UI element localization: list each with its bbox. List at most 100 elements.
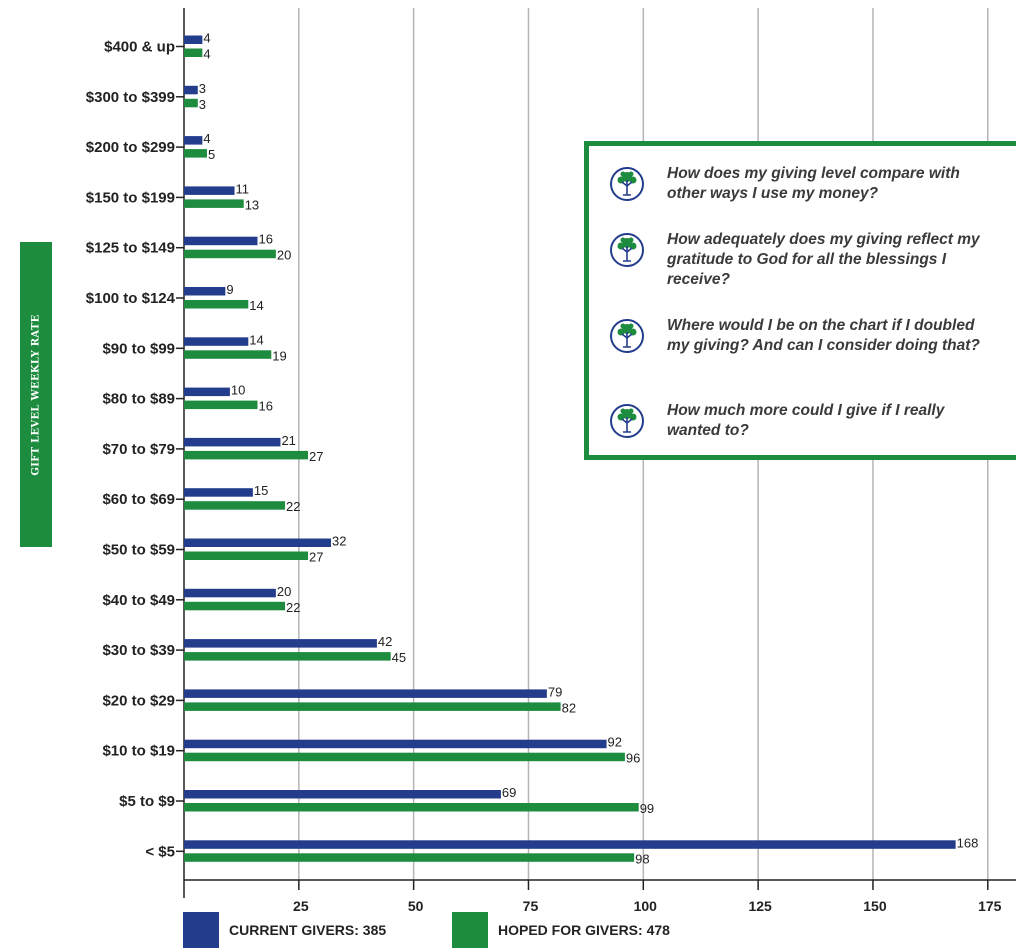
data-label: 19 [272,348,286,363]
legend-label-current: CURRENT GIVERS: 385 [229,922,387,938]
data-label: 3 [199,81,206,96]
bar-current [184,488,253,497]
bar-hoped [184,199,244,208]
bar-current [184,287,226,296]
bar-hoped [184,98,198,108]
bar-hoped [184,450,309,460]
bar-current [184,588,276,598]
bar-hoped [184,853,635,862]
question-text: How much more could I give if I really w… [667,402,945,439]
category-label: $50 to $59 [102,542,175,559]
bar-current [184,689,547,698]
data-label: 5 [208,147,215,162]
tree-icon [610,167,644,201]
bar-hoped [184,803,639,812]
bar-current [184,538,331,547]
data-label: 82 [562,700,576,715]
tree-icon [610,233,644,267]
category-label: $70 to $79 [102,441,175,458]
bar-current [184,337,249,346]
legend-label-hoped: HOPED FOR GIVERS: 478 [498,922,670,938]
question-item: Where would I be on the chart if I doubl… [609,316,997,356]
data-label: 22 [286,499,300,514]
data-label: 4 [203,131,210,146]
question-text: Where would I be on the chart if I doubl… [667,317,980,354]
category-label: $40 to $49 [102,592,175,609]
tree-icon [610,319,644,353]
bar-current [184,35,203,44]
question-text: How does my giving level compare with ot… [667,165,960,202]
bar-hoped [184,350,272,359]
bar-hoped [184,300,249,309]
data-label: 21 [281,433,295,448]
bar-current [184,85,198,95]
data-label: 96 [626,751,640,766]
bar-hoped [184,551,309,560]
category-label: $150 to $199 [86,189,175,206]
legend-swatch-hoped [452,912,488,948]
data-label: 9 [226,282,233,297]
legend-hoped: HOPED FOR GIVERS: 478 [452,912,670,948]
data-label: 4 [203,31,210,46]
bar-hoped [184,601,286,611]
bar-current [184,437,281,447]
x-tick-label: 25 [293,898,309,914]
bar-hoped [184,48,203,57]
data-label: 45 [392,650,406,665]
question-item: How adequately does my giving reflect my… [609,230,997,290]
data-label: 79 [548,684,562,699]
data-label: 14 [249,332,263,347]
data-label: 42 [378,634,392,649]
data-label: 99 [640,801,654,816]
data-label: 69 [502,785,516,800]
category-label: $20 to $29 [102,692,175,709]
category-label: $100 to $124 [86,290,176,307]
category-label: < $5 [145,843,175,860]
data-label: 15 [254,483,268,498]
bar-current [184,739,607,749]
category-label: $400 & up [104,39,175,56]
bar-current [184,136,203,145]
x-tick-label: 125 [748,898,772,914]
data-label: 27 [309,550,323,565]
data-label: 27 [309,449,323,464]
data-label: 98 [635,851,649,866]
bar-hoped [184,652,391,661]
data-label: 22 [286,600,300,615]
bar-hoped [184,752,625,762]
legend-current: CURRENT GIVERS: 385 [183,912,386,948]
category-label: $30 to $39 [102,642,175,659]
data-label: 16 [258,232,272,247]
bar-hoped [184,501,286,510]
legend-swatch-current [183,912,219,948]
bar-current [184,387,230,397]
data-label: 92 [608,735,622,750]
bar-current [184,236,258,246]
data-label: 4 [203,47,210,62]
y-axis-title: GIFT LEVEL WEEKLY RATE [20,242,52,547]
reflection-questions-callout: How does my giving level compare with ot… [584,141,1016,460]
bar-current [184,186,235,195]
tree-icon [610,404,644,438]
data-label: 11 [236,181,250,196]
category-label: $5 to $9 [119,793,175,810]
data-label: 16 [258,399,272,414]
bar-hoped [184,400,258,410]
bar-current [184,639,377,648]
question-text: How adequately does my giving reflect my… [667,231,980,288]
category-label: $200 to $299 [86,139,175,156]
question-item: How much more could I give if I really w… [609,401,997,441]
data-label: 10 [231,383,245,398]
data-label: 14 [249,298,263,313]
x-tick-label: 175 [978,898,1002,914]
bar-hoped [184,249,276,259]
x-tick-label: 100 [634,898,658,914]
data-label: 3 [199,97,206,112]
category-label: $90 to $99 [102,340,175,357]
data-label: 20 [277,584,291,599]
data-label: 32 [332,534,346,549]
category-label: $60 to $69 [102,491,175,508]
x-tick-label: 150 [863,898,887,914]
data-label: 13 [245,197,259,212]
x-tick-label: 50 [408,898,424,914]
